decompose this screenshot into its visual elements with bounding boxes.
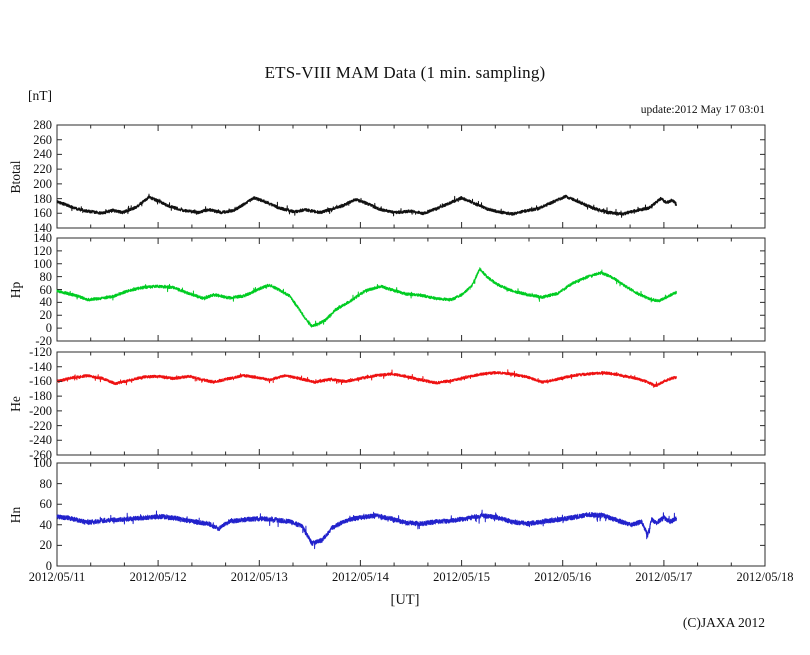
x-tick-label: 2012/05/17 (635, 570, 693, 584)
y-tick-label: -160 (29, 374, 52, 389)
axis-ticks (56, 124, 766, 567)
y-tick-label: 40 (39, 295, 53, 310)
page-title: ETS-VIII MAM Data (1 min. sampling) (264, 63, 546, 82)
y-tick-label: 20 (39, 538, 53, 553)
y-tick-label: 160 (33, 206, 52, 221)
y-tick-label: 60 (39, 497, 53, 512)
x-tick-label: 2012/05/11 (28, 570, 86, 584)
x-tick-label: 2012/05/16 (534, 570, 592, 584)
y-tick-label: -180 (29, 389, 52, 404)
x-tick-label: 2012/05/14 (331, 570, 389, 584)
series-line-He (56, 369, 677, 388)
y-tick-label: 200 (33, 176, 52, 191)
y-tick-label: -140 (29, 359, 52, 374)
y-tick-label: 220 (33, 162, 52, 177)
copyright-text: (C)JAXA 2012 (682, 615, 765, 630)
y-tick-label: 100 (33, 456, 52, 470)
panel-frame-Hn (56, 462, 766, 567)
series-line-Btotal (56, 193, 677, 218)
y-tick-label: 40 (39, 517, 53, 532)
y-tick-label: -240 (29, 433, 52, 448)
x-tick-label: 2012/05/15 (433, 570, 491, 584)
y-tick-label: 0 (45, 321, 52, 336)
y-unit-label: [nT] (28, 88, 52, 103)
y-tick-label: 20 (39, 308, 53, 323)
y-tick-label: -20 (35, 334, 52, 348)
panel-ylabel-Btotal: Btotal (8, 160, 23, 193)
y-tick-label: 140 (33, 221, 52, 235)
panel-frame-Btotal (56, 124, 766, 229)
y-tick-label: 60 (39, 282, 53, 297)
y-tick-label: 240 (33, 147, 52, 162)
y-tick-label: 280 (33, 118, 52, 132)
x-tick-label: 2012/05/18 (736, 570, 794, 584)
y-tick-label: 80 (39, 476, 53, 491)
x-tick-label: 2012/05/13 (230, 570, 288, 584)
y-tick-label: -260 (29, 448, 52, 462)
y-tick-label: -200 (29, 403, 52, 418)
y-tick-label: 0 (45, 559, 52, 573)
x-axis-label: [UT] (390, 592, 420, 608)
panel-ylabel-He: He (8, 395, 23, 412)
update-timestamp: update:2012 May 17 03:01 (640, 104, 765, 116)
x-tick-label: 2012/05/12 (129, 570, 187, 584)
series-line-Hp (56, 267, 677, 328)
y-tick-label: -220 (29, 418, 52, 433)
y-tick-label: 80 (39, 269, 53, 284)
y-tick-label: 100 (33, 256, 52, 271)
y-tick-label: 260 (33, 132, 52, 147)
series-line-Hn (56, 509, 677, 550)
panel-frame-He (56, 351, 766, 456)
panel-ylabel-Hn: Hn (8, 506, 23, 523)
y-tick-label: 140 (33, 231, 52, 245)
y-tick-label: 120 (33, 243, 52, 258)
y-tick-label: 180 (33, 191, 52, 206)
panel-ylabel-Hp: Hp (8, 281, 23, 298)
y-tick-label: -120 (29, 345, 52, 359)
